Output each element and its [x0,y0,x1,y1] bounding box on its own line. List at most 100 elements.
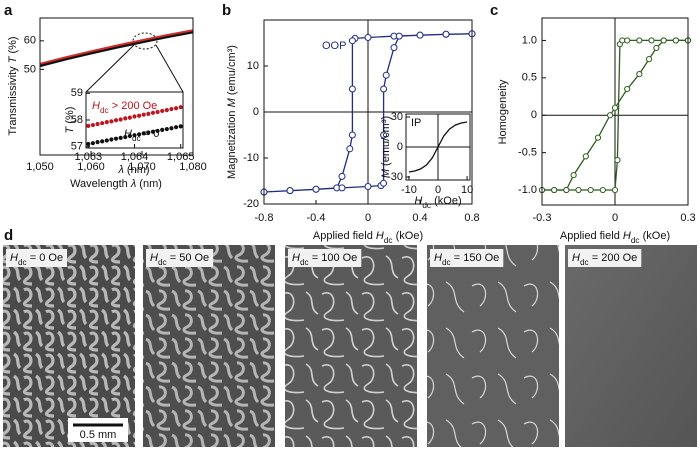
data-point [660,37,667,44]
data-point [173,106,179,111]
data-point [104,138,109,143]
x-axis-label: Applied field Hdc (kOe) [560,230,670,245]
x-axis-label: Applied field Hdc (kOe) [313,230,423,245]
data-point [155,128,160,134]
data-point [86,123,91,128]
data-point [100,139,105,144]
data-point [127,115,132,120]
data-point [312,185,320,193]
image-label: Hdc = 200 Oe [572,252,637,267]
micrographs [3,245,697,447]
scale-bar-label: 0.5 mm [80,429,117,441]
y-tick-label: 1.0 [522,34,537,46]
data-point [150,110,156,115]
data-point [645,56,653,63]
annotation: OOP [322,40,346,52]
x-tick-label: 1,064 [121,151,149,163]
x-axis-label: λ (nm) [117,164,149,176]
data-point [118,135,123,140]
series-line [39,29,194,66]
data-point [624,85,631,93]
data-point [146,130,151,135]
image-label: Hdc = 150 Oe [434,252,499,267]
y-tick-label: 60 [24,35,36,47]
data-point [141,131,146,136]
data-point [653,44,660,52]
data-point [611,104,619,111]
x-tick-label: 0.8 [464,212,479,224]
data-point [155,109,160,115]
x-tick-label: 1,080 [179,161,207,173]
x-tick-label: 10 [461,184,473,196]
x-axis-label: Hdc (kOe) [414,195,461,210]
data-point [150,129,156,134]
data-point [636,71,643,78]
data-point [113,118,119,123]
annotation: Hdc > 200 Oe [92,100,157,115]
x-tick-label: 1,070 [128,161,156,173]
data-point [90,141,96,146]
data-point [164,108,169,113]
x-tick-label: 1,050 [26,161,54,173]
x-tick-label: 1,063 [75,151,103,163]
data-point [380,85,388,93]
data-point [338,184,346,192]
y-tick-label: 50 [24,63,36,75]
data-point [607,112,614,119]
image-label-box [146,249,214,267]
y-tick-label: 30 [391,111,403,123]
data-point [109,119,114,124]
data-point [132,133,137,138]
x-tick-label: 1,060 [77,161,105,173]
x-tick-label: -10 [401,184,417,196]
plot-frame [85,91,184,149]
data-point [648,37,655,44]
data-point [113,136,119,141]
data-point [338,172,346,180]
y-tick-label: -20 [243,198,259,210]
image-label: Hdc = 100 Oe [292,252,357,267]
data-point [672,37,679,44]
data-point [95,140,100,145]
data-point [123,134,128,140]
data-point [380,131,388,139]
image-label-box [568,249,642,267]
data-point [123,116,128,121]
data-point [132,114,137,119]
data-point [127,133,132,139]
data-point [587,186,594,194]
panel-label: b [222,2,231,19]
panel-label: d [4,227,13,244]
image-label-box [288,249,362,267]
y-axis-label: Homogeneity [497,79,509,144]
data-point [178,124,183,129]
annotation: IP [411,117,421,129]
data-point [178,105,183,110]
x-tick-label: 1,065 [167,151,195,163]
y-tick-label: -0.5 [518,147,537,159]
x-tick-label: 0.4 [412,212,427,224]
data-point [146,111,151,116]
data-point [141,112,146,117]
data-point [137,113,142,118]
data-point [348,37,356,45]
data-point [95,121,100,127]
zoom-marker [85,32,184,93]
data-point [160,127,165,132]
data-point [636,37,643,44]
data-point [624,37,631,44]
y-tick-label: 0 [531,109,537,121]
y-axis-label: M (emu/cm³) [380,116,392,178]
data-point [160,108,165,114]
plot-frame [405,113,471,181]
data-point [164,126,169,132]
series-line [39,31,194,68]
data-point [100,121,105,126]
x-tick-label: 0 [612,212,618,224]
data-point [390,44,398,52]
plot-frame [263,19,473,205]
x-tick-label: 0 [365,212,371,224]
data-point [346,145,354,153]
image-label: Hdc = 50 Oe [150,252,209,267]
y-axis-label: Magnetization M (emu/cm³) [226,45,238,179]
